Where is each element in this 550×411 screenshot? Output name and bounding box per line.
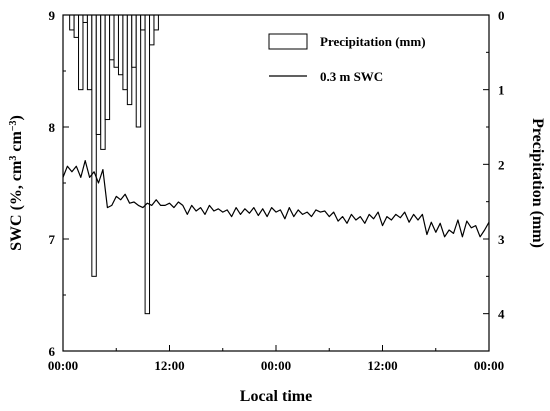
- precip-bar: [135, 14, 142, 128]
- precip-bar: [117, 14, 124, 76]
- legend-label-swc: 0.3 m SWC: [320, 69, 383, 84]
- y-right-tick-label: 2: [498, 157, 505, 172]
- precip-bar: [113, 14, 119, 68]
- y-axis-right-title: Precipitation (mm): [529, 118, 546, 248]
- x-tick-label: 00:00: [261, 358, 291, 373]
- y-right-tick-label: 0: [498, 8, 505, 23]
- x-tick-label: 12:00: [367, 358, 397, 373]
- precip-bar: [109, 14, 115, 61]
- y-left-tick-label: 6: [49, 344, 56, 359]
- precip-bar: [69, 14, 75, 31]
- precip-bar: [91, 14, 97, 277]
- precip-bar: [131, 14, 137, 68]
- precip-bar: [73, 14, 80, 38]
- precip-bar: [140, 14, 146, 31]
- y-right-tick-label: 4: [498, 307, 505, 322]
- legend-bar-swatch: [268, 33, 308, 50]
- swc-line: [62, 160, 490, 238]
- y-left-tick-label: 7: [49, 232, 56, 247]
- y-left-tick-label: 8: [49, 120, 56, 135]
- precip-bar: [126, 14, 133, 106]
- precip-bar: [144, 14, 151, 315]
- x-axis-title: Local time: [240, 388, 312, 405]
- precip-bar: [104, 14, 111, 121]
- precip-bar: [100, 14, 106, 150]
- precip-bar: [149, 14, 155, 46]
- y-axis-right: 0 1 2 3 4: [483, 8, 505, 322]
- precip-bar: [86, 14, 93, 91]
- y-axis-left-title: SWC (%, cm3 cm−3): [8, 115, 26, 251]
- y-axis-left: 6 7 8 9: [49, 8, 69, 359]
- precip-bar: [153, 14, 159, 31]
- precip-bar: [122, 14, 128, 91]
- plot-area: [63, 15, 489, 351]
- y-right-tick-label: 1: [498, 83, 505, 98]
- x-axis: 00:00 12:00 00:00 12:00 00:00: [48, 345, 504, 373]
- precip-bar: [82, 14, 88, 23]
- precip-bar: [78, 14, 84, 91]
- legend: Precipitation (mm) 0.3 m SWC: [268, 33, 426, 84]
- x-tick-label: 12:00: [154, 358, 184, 373]
- y-right-tick-label: 3: [498, 232, 505, 247]
- x-tick-label: 00:00: [474, 358, 504, 373]
- precip-bar: [95, 14, 102, 135]
- x-tick-label: 00:00: [48, 358, 78, 373]
- legend-label-precipitation: Precipitation (mm): [320, 34, 426, 49]
- y-left-tick-label: 9: [49, 8, 56, 23]
- swc-line-series: [62, 160, 490, 238]
